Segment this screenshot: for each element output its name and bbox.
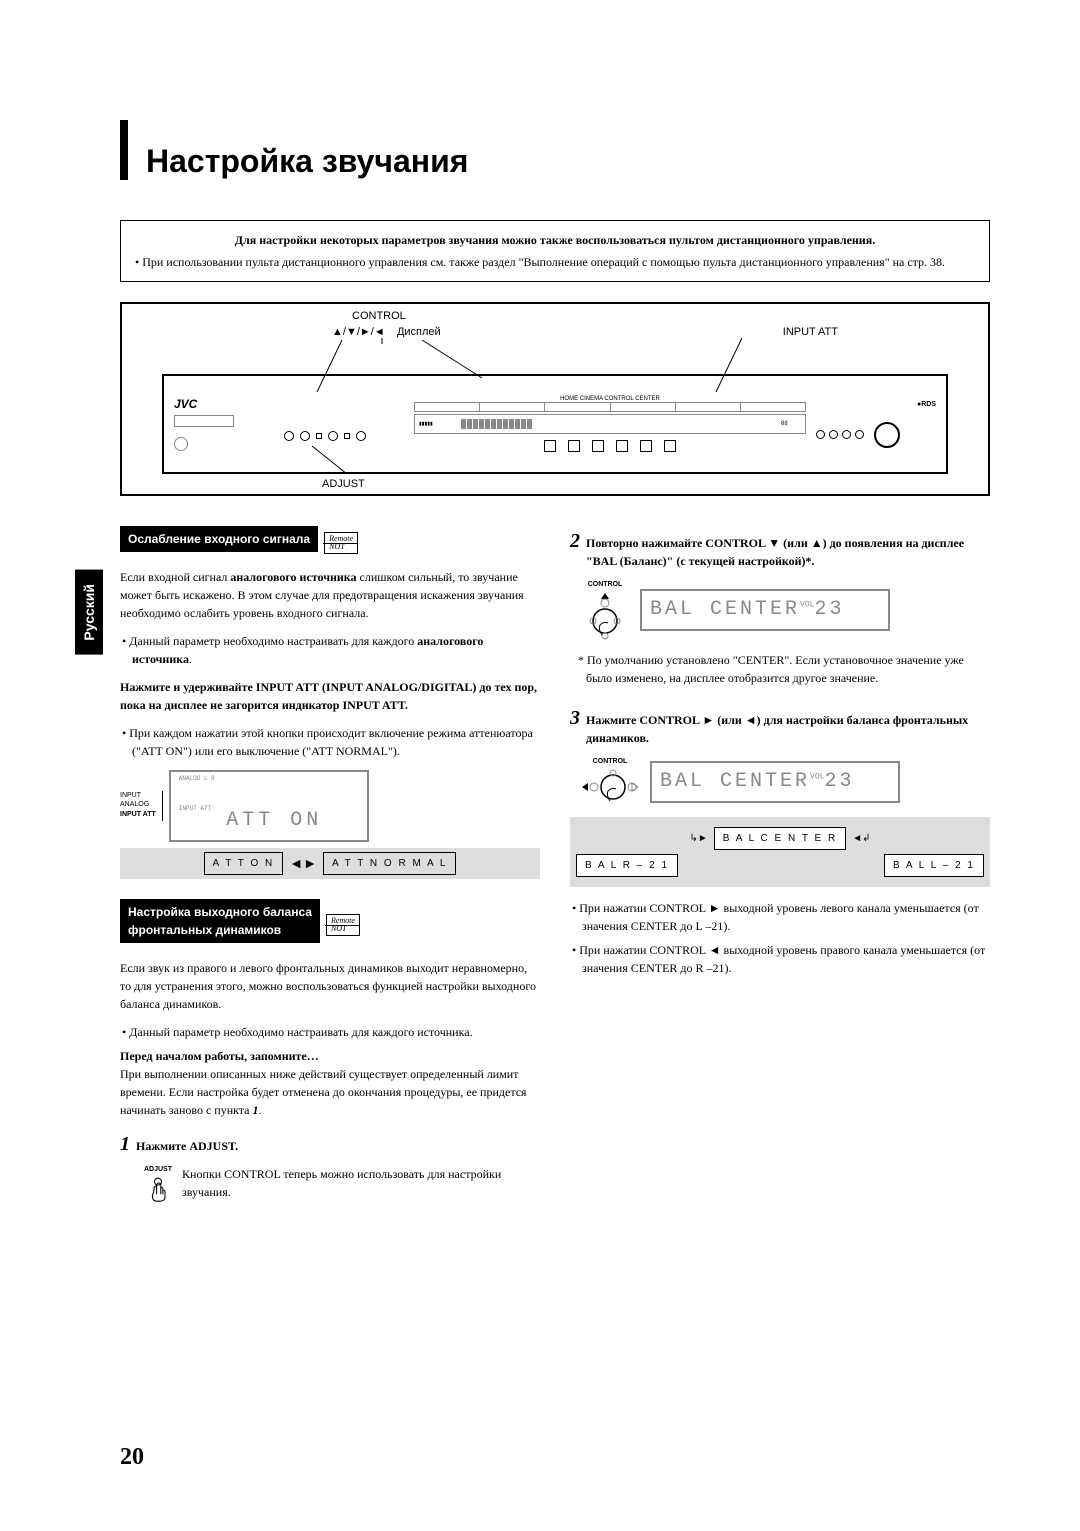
display-label: Дисплей: [397, 326, 441, 338]
step1-title: Нажмите ADJUST.: [136, 1137, 540, 1155]
control-dial-icon: CONTROL: [580, 757, 640, 808]
bal-r-box: B A L R – 2 1: [576, 854, 678, 877]
down-right-arrow-icon: ↳►: [690, 831, 708, 846]
att-on-box: A T T O N: [204, 852, 284, 875]
section1-header: Ослабление входного сигнала: [120, 526, 318, 552]
step2-diagram: CONTROL BAL CENTERVOL23: [570, 580, 990, 641]
step3-num: 3: [570, 703, 580, 733]
section1-header-row: Ослабление входного сигнала RemoteNOT: [120, 526, 540, 560]
step2-note: * По умолчанию установлено "CENTER". Есл…: [570, 651, 990, 687]
step2: 2 Повторно нажимайте CONTROL ▼ (или ▲) д…: [570, 526, 990, 570]
right-column: 2 Повторно нажимайте CONTROL ▼ (или ▲) д…: [570, 526, 990, 1204]
input-att-label: INPUT ATT: [783, 326, 838, 338]
step3-diagram: CONTROL BAL CENTERVOL23: [570, 757, 990, 808]
att-display: ANALOG L RINPUT ATT ATT ON: [169, 770, 369, 842]
title-bar: Настройка звучания: [120, 120, 990, 180]
control-label: CONTROL: [352, 310, 406, 322]
step3-bullet1: • При нажатии CONTROL ► выходной уровень…: [570, 899, 990, 935]
remote-not-icon: RemoteNOT: [324, 532, 358, 554]
step3-bullet2: • При нажатии CONTROL ◄ выходной уровень…: [570, 941, 990, 977]
left-column: Ослабление входного сигнала RemoteNOT Ес…: [120, 526, 540, 1204]
step1: 1 Нажмите ADJUST.: [120, 1129, 540, 1159]
hand-press-icon: [144, 1176, 172, 1204]
att-display-diagram: INPUT ANALOG INPUT ATT ANALOG L RINPUT A…: [120, 770, 540, 842]
step3: 3 Нажмите CONTROL ► (или ◄) для настройк…: [570, 703, 990, 747]
section2-before: Перед началом работы, запомните… При вып…: [120, 1047, 540, 1119]
step3-title: Нажмите CONTROL ► (или ◄) для настройки …: [586, 711, 990, 747]
bal-center-box: B A L C E N T E R: [714, 827, 846, 850]
page-title: Настройка звучания: [146, 143, 468, 180]
section1-instruction: Нажмите и удерживайте INPUT ATT (INPUT A…: [120, 678, 540, 714]
section1-p1: Если входной сигнал аналогового источник…: [120, 568, 540, 622]
arrows-label: ▲/▼/►/◄: [332, 326, 385, 338]
intro-box: Для настройки некоторых параметров звуча…: [120, 220, 990, 282]
brand-logo: JVC: [174, 397, 274, 411]
receiver-front-panel: JVC HOME CINEMA CONTROL CENTER: [162, 374, 948, 474]
att-left-labels: INPUT ANALOG INPUT ATT: [120, 792, 156, 819]
section1-bullet2: • При каждом нажатии этой кнопки происхо…: [120, 724, 540, 760]
bal-l-box: B A L L – 2 1: [884, 854, 984, 877]
down-left-arrow-icon: ◄↲: [852, 831, 870, 846]
att-state-row: A T T O N ◄► A T T N O R M A L: [120, 848, 540, 879]
content-columns: Ослабление входного сигнала RemoteNOT Ес…: [120, 526, 990, 1204]
language-tab: Русский: [75, 570, 103, 655]
section2-header-row: Настройка выходного баланса фронтальных …: [120, 899, 540, 951]
step1-body: ADJUST Кнопки CONTROL теперь можно испол…: [120, 1165, 540, 1204]
bidir-arrow-icon: ◄►: [289, 853, 317, 874]
bal-flow-diagram: ↳► B A L C E N T E R ◄↲ B A L R – 2 1 B …: [570, 817, 990, 887]
step2-display: BAL CENTERVOL23: [640, 589, 890, 631]
step3-display: BAL CENTERVOL23: [650, 761, 900, 803]
intro-bold: Для настройки некоторых параметров звуча…: [135, 231, 975, 249]
step1-desc: Кнопки CONTROL теперь можно использовать…: [182, 1165, 540, 1201]
section2-p1: Если звук из правого и левого фронтальны…: [120, 959, 540, 1013]
control-dial-icon: CONTROL: [580, 580, 630, 641]
section2-bullet1: • Данный параметр необходимо настраивать…: [120, 1023, 540, 1041]
step2-title: Повторно нажимайте CONTROL ▼ (или ▲) до …: [586, 534, 990, 570]
att-normal-box: A T T N O R M A L: [323, 852, 457, 875]
device-diagram-box: CONTROL ▲/▼/►/◄ Дисплей INPUT ATT JVC: [120, 302, 990, 496]
step1-num: 1: [120, 1129, 130, 1159]
page-number: 20: [120, 1444, 144, 1471]
adjust-label: ADJUST: [322, 478, 365, 490]
remote-not-icon: RemoteNOT: [326, 914, 360, 936]
section1-bullet1: • Данный параметр необходимо настраивать…: [120, 632, 540, 668]
step2-num: 2: [570, 526, 580, 556]
intro-bullet: • При использовании пульта дистанционног…: [135, 253, 975, 271]
section2-header: Настройка выходного баланса фронтальных …: [120, 899, 320, 943]
rds-label: RDS: [921, 401, 936, 408]
